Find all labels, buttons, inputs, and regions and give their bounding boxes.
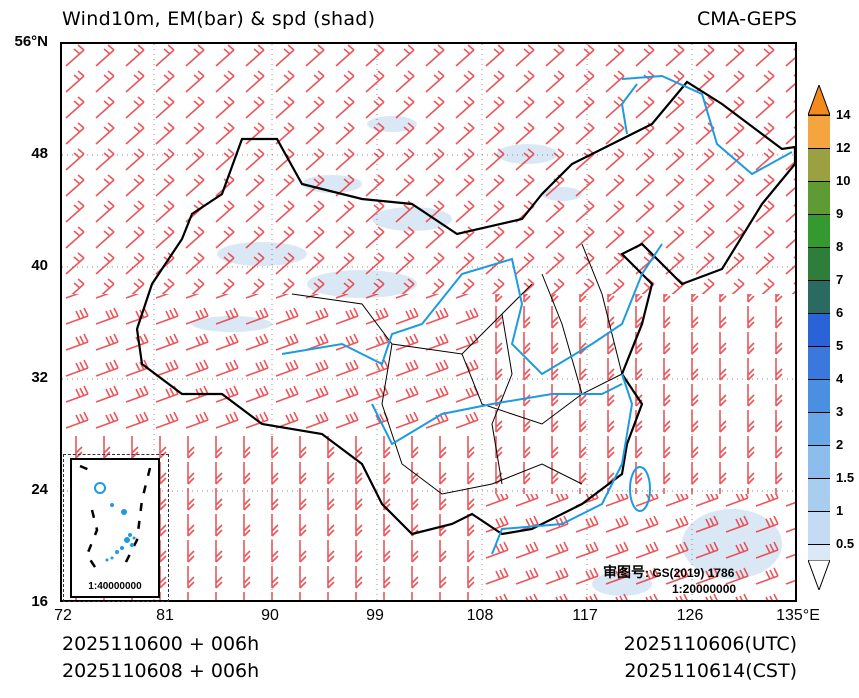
cbar-label-10: 10: [836, 173, 851, 188]
init-time-utc: 2025110600 + 006h: [62, 633, 260, 655]
cbar-label-12: 12: [836, 140, 851, 155]
x-tick-99: 99: [366, 607, 384, 624]
init-time-cst: 2025110608 + 006h: [62, 660, 260, 682]
cbar-seg-6-7: [808, 280, 830, 313]
x-tick-72: 72: [54, 607, 72, 624]
cbar-seg-12-14: [808, 115, 830, 148]
y-tick-32: 32: [31, 369, 48, 386]
cbar-label-5: 5: [836, 338, 844, 353]
cbar-label-0.5: 0.5: [836, 536, 855, 551]
rivers-coastline: [281, 74, 793, 555]
cbar-seg-7-8: [808, 247, 830, 280]
inset-frame: [63, 454, 169, 602]
cbar-seg-9-10: [808, 181, 830, 214]
y-tick-24: 24: [31, 481, 48, 498]
x-tick-135: 135°E: [776, 607, 820, 624]
x-tick-117: 117: [572, 607, 598, 624]
cbar-label-1.5: 1.5: [836, 470, 855, 485]
cbar-seg-2-3: [808, 412, 830, 445]
colorbar-under-arrow: [808, 560, 830, 590]
cbar-seg-under: [808, 544, 830, 561]
approval-label: 审图号: [603, 564, 645, 580]
province-borders: [291, 243, 623, 495]
inset-scale-label: 1:40000000: [88, 581, 142, 592]
cbar-label-9: 9: [836, 206, 844, 221]
x-tick-81: 81: [156, 607, 174, 624]
x-tick-126: 126: [676, 607, 704, 624]
valid-time-utc: 2025110606(UTC): [623, 633, 797, 655]
cbar-seg-1-1.5: [808, 478, 830, 511]
x-tick-108: 108: [466, 607, 494, 624]
cbar-label-3: 3: [836, 404, 844, 419]
y-tick-40: 40: [31, 257, 48, 274]
y-tick-56: 56°N: [14, 33, 48, 50]
cbar-seg-8-9: [808, 214, 830, 247]
cbar-seg-5-6: [808, 313, 830, 346]
south-china-sea-inset: 1:40000000: [70, 458, 160, 598]
wind-map-svg: [62, 44, 795, 600]
cbar-label-14: 14: [836, 107, 851, 122]
x-tick-90: 90: [261, 607, 279, 624]
map-scale-label: 1:20000000: [672, 582, 737, 596]
cbar-seg-10-12: [808, 148, 830, 181]
valid-time-cst: 2025110614(CST): [624, 660, 797, 682]
chart-title: Wind10m, EM(bar) & spd (shad): [62, 8, 376, 30]
map-plot-area: [60, 42, 797, 602]
cbar-label-6: 6: [836, 305, 844, 320]
colorbar: 14 12 10 9 8 7 6 5 4 3 2 1.5 1 0.5: [808, 85, 859, 590]
map-approval-number: 审图号: GS(2019) 1786: [603, 562, 734, 582]
colorbar-over-arrow: [808, 85, 830, 115]
cbar-seg-1.5-2: [808, 445, 830, 478]
cbar-label-7: 7: [836, 272, 844, 287]
cbar-label-4: 4: [836, 371, 844, 386]
inset-map-svg: [79, 464, 152, 571]
model-source-label: CMA-GEPS: [696, 8, 797, 30]
y-tick-16: 16: [31, 593, 48, 610]
cbar-label-1: 1: [836, 503, 844, 518]
cbar-label-2: 2: [836, 437, 844, 452]
approval-code: : GS(2019) 1786: [645, 566, 735, 580]
cbar-seg-4-5: [808, 346, 830, 379]
national-border: [135, 80, 795, 536]
cbar-seg-0.5-1: [808, 511, 830, 544]
y-tick-48: 48: [31, 145, 48, 162]
cbar-seg-3-4: [808, 379, 830, 412]
cbar-label-8: 8: [836, 239, 844, 254]
